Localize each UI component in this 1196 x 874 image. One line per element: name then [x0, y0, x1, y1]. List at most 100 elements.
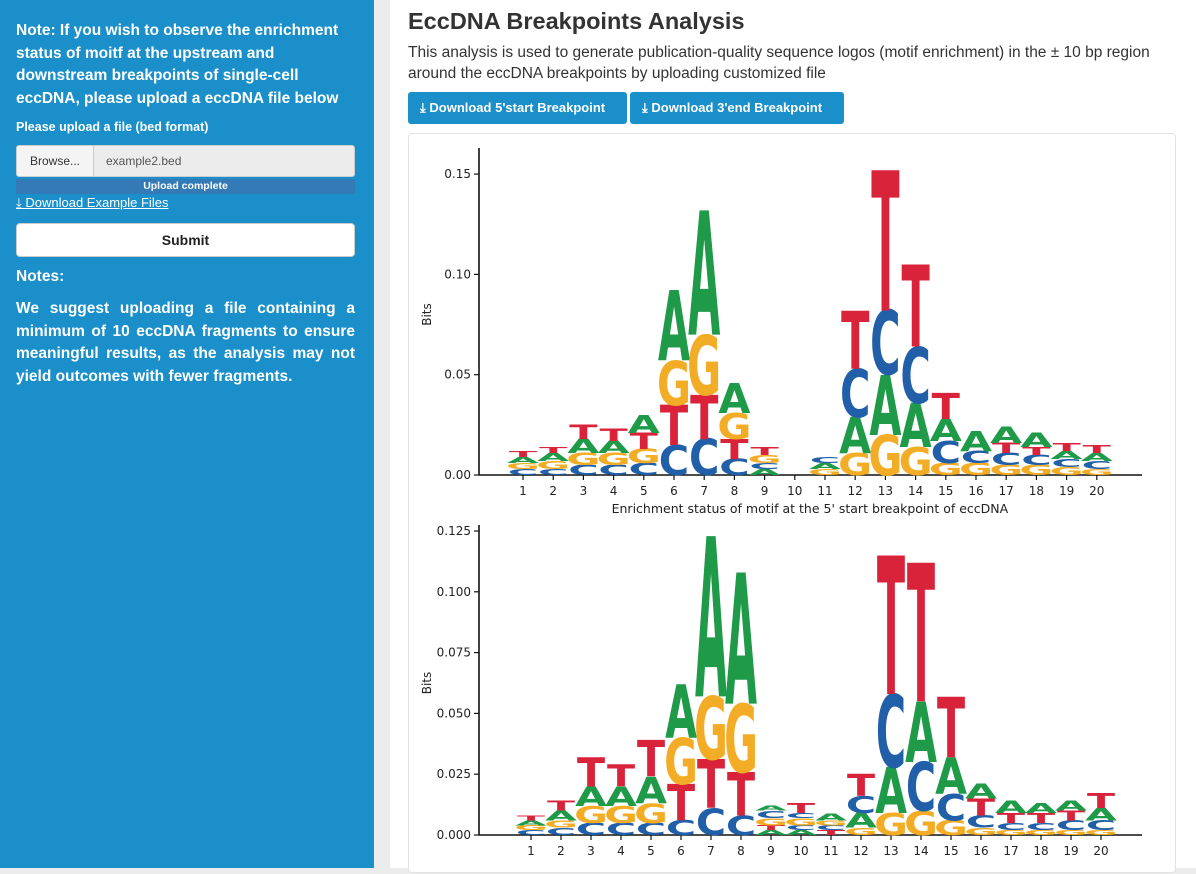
logo-letter-A: A — [718, 375, 750, 423]
download-start-button[interactable]: ⤓ Download 5'start Breakpoint — [408, 92, 627, 124]
x-tick-label: 1 — [519, 484, 527, 498]
x-tick-label: 18 — [1033, 844, 1048, 858]
logo-letter-G: G — [597, 450, 631, 469]
sequence-logo-3-end: 0.0000.0250.0500.0750.1000.125Bits1CGAT2… — [420, 519, 1142, 858]
logo-letter-T: T — [690, 384, 719, 454]
logo-letter-T: T — [599, 426, 628, 445]
logo-letter-C: C — [991, 450, 1021, 469]
logo-letter-A: A — [875, 754, 907, 829]
logo-letter-G: G — [1080, 468, 1114, 478]
logo-letter-G: G — [994, 829, 1028, 837]
logo-letter-G: G — [514, 824, 548, 832]
logo-letter-G: G — [717, 407, 751, 449]
logo-letter-C: C — [810, 456, 840, 466]
logo-letter-T: T — [757, 824, 785, 832]
logo-letter-A: A — [749, 468, 781, 478]
logo-letter-C: C — [576, 820, 606, 839]
logo-letter-T: T — [1083, 443, 1112, 456]
browse-button[interactable]: Browse... — [16, 145, 94, 177]
submit-button[interactable]: Submit — [16, 223, 355, 257]
logo-letter-C: C — [508, 468, 538, 478]
logo-letter-A: A — [839, 407, 872, 464]
logo-letter-A: A — [755, 829, 787, 837]
logo-letter-A: A — [695, 519, 727, 749]
logo-letter-G: G — [1054, 829, 1088, 837]
page-description: This analysis is used to generate public… — [408, 44, 1150, 82]
logo-letter-A: A — [785, 829, 817, 837]
logo-letter-G: G — [1024, 829, 1058, 837]
logo-letter-A: A — [869, 359, 901, 455]
logo-letter-A: A — [755, 805, 787, 813]
x-tick-label: 9 — [761, 484, 769, 498]
logo-letter-A: A — [688, 178, 720, 376]
x-tick-label: 11 — [823, 844, 838, 858]
logo-letter-A: A — [725, 537, 757, 747]
logo-letter-G: G — [1084, 829, 1118, 837]
logo-letter-G: G — [874, 808, 908, 842]
logo-letter-A: A — [635, 770, 667, 812]
y-tick-label: 0.075 — [437, 646, 471, 660]
logo-letter-C: C — [1086, 818, 1116, 833]
download-icon: ⤓ — [420, 100, 426, 115]
logo-letter-A: A — [1051, 449, 1084, 462]
logo-letter-A: A — [815, 811, 848, 823]
logo-letter-G: G — [904, 804, 938, 843]
logo-letter-T: T — [997, 811, 1025, 826]
x-tick-label: 17 — [1003, 844, 1018, 858]
logo-letter-A: A — [995, 798, 1028, 817]
logo-letter-A: A — [990, 422, 1022, 448]
logo-letter-A: A — [960, 426, 993, 458]
plot-panel: 0.00 0.05 0.10 0.15 Bits 1 C G A T 2 C G A T 3 C G A T 4 C G A T… — [408, 133, 1176, 873]
sidebar: Note: If you wish to observe the enrichm… — [0, 0, 374, 868]
x-tick-label: 16 — [968, 484, 983, 498]
logo-letter-A: A — [1085, 806, 1118, 825]
file-name-field[interactable]: example2.bed — [94, 145, 355, 177]
logo-letter-T: T — [1087, 790, 1115, 813]
logo-letter-T: T — [1057, 809, 1085, 824]
download-end-button[interactable]: ⤓ Download 3'end Breakpoint — [630, 92, 844, 124]
logo-letter-G: G — [544, 819, 578, 831]
logo-letter-A: A — [628, 410, 661, 439]
logo-letter-A: A — [537, 451, 570, 464]
logo-letter-A: A — [1020, 429, 1052, 452]
x-tick-label: 7 — [707, 844, 715, 858]
x-tick-label: 13 — [878, 484, 893, 498]
logo-letter-T: T — [1022, 445, 1051, 458]
logo-letter-A: A — [598, 438, 631, 457]
x-axis-label: Enrichment status of motif at the 5' sta… — [612, 501, 1009, 516]
download-example-link[interactable]: ⤓ Download Example Files — [16, 195, 168, 211]
file-input[interactable]: Browse... example2.bed — [16, 145, 355, 177]
upload-label: Please upload a file (bed format) — [16, 120, 209, 135]
y-tick-label: 0.00 — [444, 468, 471, 482]
logo-letter-A: A — [515, 819, 547, 827]
y-tick-label: 0.10 — [444, 267, 471, 281]
logo-letter-T: T — [750, 445, 779, 458]
logo-letter-T: T — [937, 681, 965, 777]
logo-letter-T: T — [932, 387, 961, 429]
logo-letter-T: T — [847, 769, 876, 803]
logo-letter-T: T — [697, 748, 725, 825]
logo-letter-A: A — [575, 782, 607, 813]
logo-letter-C: C — [629, 460, 659, 479]
logo-letter-C: C — [1056, 818, 1086, 833]
logo-letter-T: T — [509, 449, 538, 459]
logo-letter-G: G — [844, 826, 878, 838]
logo-letter-C: C — [689, 429, 719, 486]
x-tick-label: 6 — [677, 844, 685, 858]
logo-letter-A: A — [1025, 801, 1057, 816]
logo-letter-C: C — [900, 332, 930, 422]
logo-letter-C: C — [516, 829, 546, 837]
logo-letter-C: C — [966, 813, 996, 832]
logo-letter-C: C — [636, 820, 666, 839]
logo-letter-T: T — [907, 526, 935, 747]
logo-letter-C: C — [906, 751, 936, 828]
notes-title: Notes: — [16, 268, 65, 285]
logo-letter-G: G — [748, 453, 782, 466]
logo-letter-C: C — [1082, 459, 1112, 472]
logo-letter-A: A — [545, 809, 577, 824]
logo-letter-G: G — [724, 686, 758, 795]
logo-letter-G: G — [899, 440, 933, 484]
logo-letter-G: G — [574, 801, 608, 828]
x-tick-label: 6 — [670, 484, 678, 498]
logo-letter-G: G — [989, 463, 1023, 479]
